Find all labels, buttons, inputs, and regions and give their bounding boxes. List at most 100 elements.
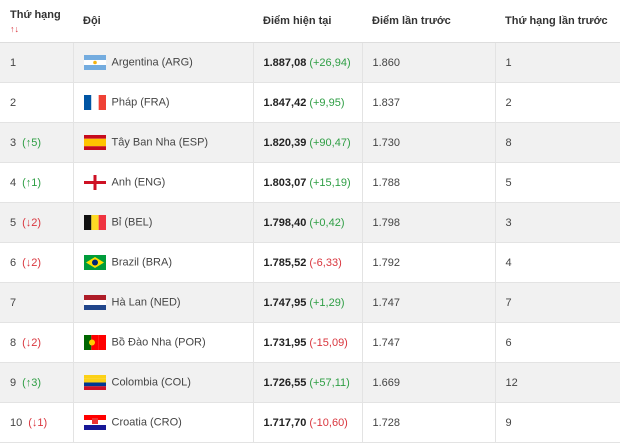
previous-points-cell: 1.730 — [361, 122, 495, 163]
previous-rank-cell: 7 — [494, 282, 620, 323]
rank-cell: 4 (↑1) — [0, 162, 73, 203]
previous-points: 1.792 — [372, 256, 401, 269]
previous-rank: 6 — [505, 336, 512, 349]
table-row: 1 Argentina (ARG) 1.887,08 (+26,94) 1.860 1 — [0, 42, 620, 83]
points-change: (+0,42) — [309, 216, 345, 229]
team-name: Argentina (ARG) — [111, 56, 193, 69]
team-name: Pháp (FRA) — [111, 96, 170, 109]
flag-icon — [83, 375, 106, 390]
points-change: (+15,19) — [309, 176, 351, 189]
column-header: Điểm hiện tại — [253, 0, 362, 43]
points-cell: 1.785,52 (-6,33) — [252, 242, 362, 283]
rank-change: (↓2) — [22, 336, 42, 349]
points-change: (+1,29) — [309, 296, 345, 309]
rank-cell: 1 — [0, 42, 73, 83]
flag-icon — [83, 295, 106, 310]
points-change: (+26,94) — [309, 56, 351, 69]
rank: 6 — [10, 256, 17, 269]
current-points: 1.847,42 — [263, 96, 307, 109]
team-name: Hà Lan (NED) — [111, 296, 181, 309]
previous-rank-cell: 3 — [494, 202, 620, 243]
current-points: 1.726,55 — [263, 376, 307, 389]
header-label: Điểm lần trước — [372, 15, 451, 27]
previous-points: 1.728 — [372, 416, 401, 429]
points-cell: 1.847,42 (+9,95) — [252, 82, 362, 123]
previous-points: 1.788 — [372, 176, 401, 189]
previous-points: 1.669 — [372, 376, 401, 389]
points-change: (+90,47) — [309, 136, 351, 149]
points-change: (+9,95) — [309, 96, 345, 109]
points-cell: 1.717,70 (-10,60) — [252, 402, 362, 443]
previous-rank-cell: 9 — [494, 402, 620, 443]
team-cell: Bỉ (BEL) — [72, 202, 253, 243]
flag-icon — [83, 335, 106, 350]
rank-change: (↓2) — [22, 216, 42, 229]
points-cell: 1.798,40 (+0,42) — [252, 202, 362, 243]
table-row: 9 (↑3) Colombia (COL) 1.726,55 (+57,11) 1.669… — [0, 362, 620, 403]
team-name: Brazil (BRA) — [111, 256, 173, 269]
team-cell: Colombia (COL) — [72, 362, 253, 403]
column-header[interactable]: Thứ hạng ↑↓ — [0, 0, 73, 43]
team-name: Colombia (COL) — [111, 376, 191, 389]
points-change: (-6,33) — [309, 256, 342, 269]
rank: 4 — [10, 176, 17, 189]
table-row: 3 (↑5) Tây Ban Nha (ESP) 1.820,39 (+90,47) 1.… — [0, 122, 620, 163]
team-cell: Pháp (FRA) — [72, 82, 253, 123]
previous-rank-cell: 12 — [494, 362, 620, 403]
previous-points-cell: 1.798 — [361, 202, 495, 243]
rank-cell: 2 — [0, 82, 73, 123]
team-name: Bồ Đào Nha (POR) — [111, 336, 206, 349]
current-points: 1.887,08 — [263, 56, 307, 69]
previous-rank: 1 — [505, 56, 512, 69]
team-cell: Hà Lan (NED) — [72, 282, 253, 323]
team-cell: Anh (ENG) — [72, 162, 253, 203]
column-header: Điểm lần trước — [362, 0, 495, 43]
previous-points: 1.837 — [372, 96, 401, 109]
previous-points-cell: 1.860 — [361, 42, 495, 83]
points-change: (-15,09) — [309, 336, 348, 349]
header-label: Thứ hạng — [10, 8, 61, 21]
rank: 8 — [10, 336, 17, 349]
points-cell: 1.887,08 (+26,94) — [252, 42, 362, 83]
rank: 1 — [10, 56, 17, 69]
team-name: Croatia (CRO) — [111, 416, 182, 429]
table-row: 6 (↓2) Brazil (BRA) 1.785,52 (-6,33) 1.792 4 — [0, 242, 620, 283]
flag-icon — [83, 55, 106, 70]
points-cell: 1.731,95 (-15,09) — [252, 322, 362, 363]
table-row: 2 Pháp (FRA) 1.847,42 (+9,95) 1.837 2 — [0, 82, 620, 123]
rank-change: (↓1) — [28, 416, 48, 429]
team-cell: Argentina (ARG) — [72, 42, 253, 83]
rank-cell: 10 (↓1) — [0, 402, 73, 443]
rank-change: (↓2) — [22, 256, 42, 269]
rank-change: (↑5) — [22, 136, 42, 149]
column-header: Thứ hạng lần trước — [495, 0, 620, 43]
previous-rank-cell: 4 — [494, 242, 620, 283]
current-points: 1.820,39 — [263, 136, 307, 149]
previous-points-cell: 1.788 — [361, 162, 495, 203]
previous-points-cell: 1.747 — [361, 322, 495, 363]
previous-rank: 7 — [505, 296, 512, 309]
previous-rank: 12 — [505, 376, 518, 389]
previous-points: 1.798 — [372, 216, 401, 229]
rank-cell: 7 — [0, 282, 73, 323]
previous-points: 1.860 — [372, 56, 401, 69]
previous-rank: 5 — [505, 176, 512, 189]
previous-points-cell: 1.747 — [361, 282, 495, 323]
previous-points-cell: 1.669 — [361, 362, 495, 403]
current-points: 1.803,07 — [263, 176, 307, 189]
rank: 7 — [10, 296, 17, 309]
previous-rank: 9 — [505, 416, 512, 429]
team-name: Bỉ (BEL) — [111, 216, 153, 229]
previous-rank: 8 — [505, 136, 512, 149]
header-label: Thứ hạng lần trước — [505, 15, 608, 27]
flag-icon — [83, 135, 106, 150]
sort-icon: ↑↓ — [10, 23, 19, 34]
previous-rank-cell: 6 — [494, 322, 620, 363]
column-header: Đội — [73, 0, 253, 43]
rank-cell: 8 (↓2) — [0, 322, 73, 363]
table-row: 7 Hà Lan (NED) 1.747,95 (+1,29) 1.747 7 — [0, 282, 620, 323]
rank-cell: 6 (↓2) — [0, 242, 73, 283]
previous-rank-cell: 5 — [494, 162, 620, 203]
